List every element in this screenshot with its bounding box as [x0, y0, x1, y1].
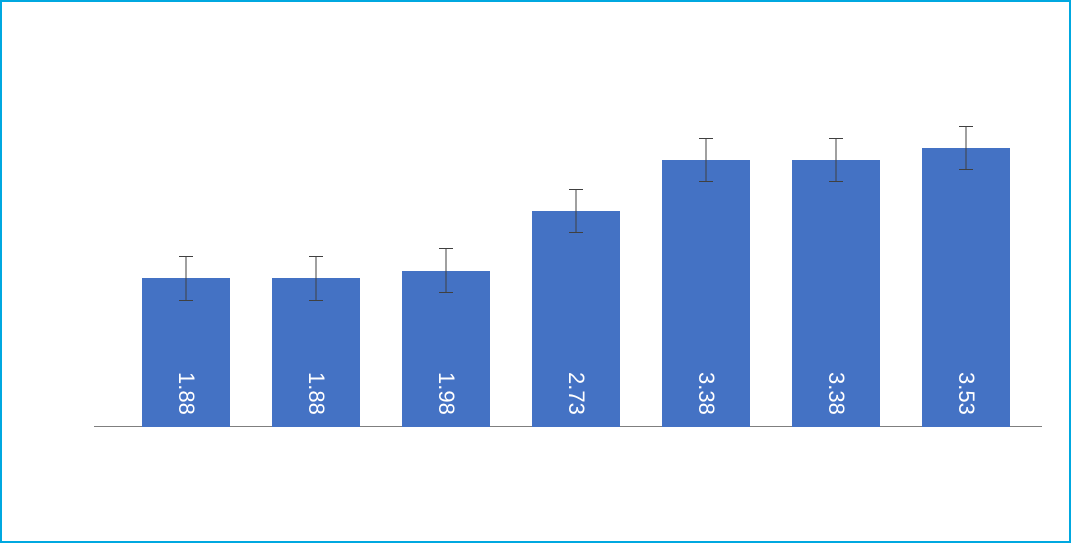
- bar-value-label: 3.38: [823, 372, 849, 415]
- error-bar: [699, 138, 713, 182]
- bar: 1.98: [402, 271, 490, 427]
- y-tick: [94, 426, 102, 427]
- error-bar: [179, 256, 193, 300]
- chart-container: 1.88 1.88 1.98 2.73 3.38 3.38 3.53: [102, 32, 1042, 512]
- bar: 1.88: [272, 278, 360, 427]
- error-bar: [959, 126, 973, 170]
- error-bar: [309, 256, 323, 300]
- bar-value-label: 3.53: [953, 372, 979, 415]
- bar-value-label: 3.38: [693, 372, 719, 415]
- bar-value-label: 1.98: [433, 372, 459, 415]
- error-bar: [569, 189, 583, 233]
- bar: 1.88: [142, 278, 230, 427]
- error-bar: [829, 138, 843, 182]
- error-bar: [439, 248, 453, 292]
- plot-area: 1.88 1.88 1.98 2.73 3.38 3.38 3.53: [102, 32, 1042, 427]
- bar: 3.38: [662, 160, 750, 427]
- bar-value-label: 1.88: [303, 372, 329, 415]
- bar: 2.73: [532, 211, 620, 427]
- bar-value-label: 2.73: [563, 372, 589, 415]
- bar: 3.53: [922, 148, 1010, 427]
- bar-value-label: 1.88: [173, 372, 199, 415]
- bar: 3.38: [792, 160, 880, 427]
